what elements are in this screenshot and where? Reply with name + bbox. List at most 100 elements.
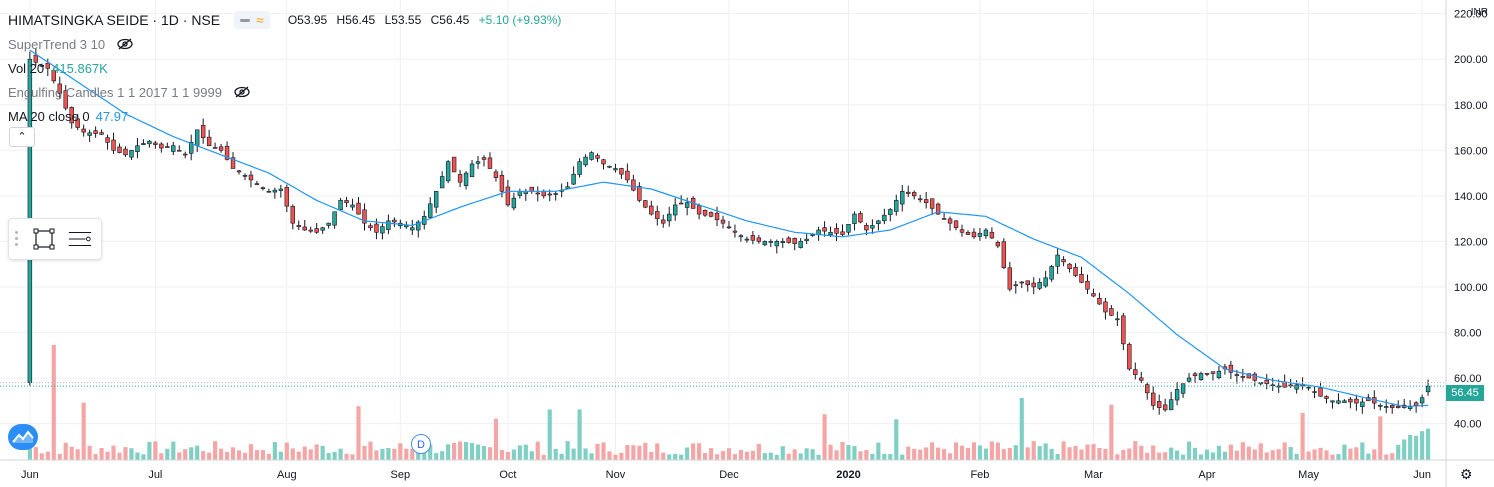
candle-body (583, 156, 588, 166)
candle-body (726, 226, 732, 229)
volume-bar (1007, 448, 1012, 460)
candle-body (547, 193, 552, 196)
candle-body (661, 219, 666, 224)
lines-menu-icon[interactable] (67, 227, 93, 251)
volume-bar (661, 452, 666, 460)
candle-body (1204, 373, 1210, 375)
candle-body (451, 156, 457, 173)
candle-body (655, 211, 660, 219)
candle-body (1013, 284, 1018, 287)
candle-body (1198, 373, 1204, 380)
volume-bar (971, 442, 977, 460)
candle-body (123, 148, 128, 156)
candle-body (864, 225, 869, 231)
settings-gear-icon[interactable]: ⚙ (1460, 466, 1473, 482)
rectangle-tool-icon[interactable] (31, 227, 57, 251)
volume-bar (959, 445, 965, 460)
candle-body (314, 228, 319, 233)
volume-bar (446, 444, 451, 460)
volume-bar (499, 449, 505, 460)
volume-bar (876, 442, 881, 460)
volume-bar (649, 451, 654, 460)
candle-body (332, 211, 337, 226)
candle-body (129, 149, 134, 158)
candle-body (493, 171, 499, 178)
eye-hidden-icon[interactable] (234, 86, 250, 98)
volume-bar (320, 445, 325, 460)
candle-body (433, 190, 439, 208)
volume-bar (1425, 428, 1431, 460)
volume-bar (894, 419, 899, 460)
volume-bar (601, 442, 606, 460)
candle-body (595, 155, 600, 159)
volume-bar (792, 449, 797, 460)
candle-body (1306, 386, 1311, 389)
engulfing-label[interactable]: Engulfing Candles 1 1 2017 1 1 9999 (8, 84, 222, 100)
y-tick-label: 120.00 (1454, 236, 1488, 248)
volume-bar (1079, 449, 1084, 460)
volume-bar (679, 454, 684, 460)
dividend-marker[interactable]: D (411, 434, 431, 454)
y-tick-label: 60.00 (1454, 373, 1482, 385)
x-tick-label: Jun (1413, 469, 1431, 481)
x-tick-label: Mar (1084, 469, 1103, 481)
volume-bar (1180, 454, 1186, 460)
volume-bar (511, 449, 516, 460)
candle-body (1127, 343, 1132, 370)
volume-bar (756, 443, 761, 460)
candle-body (589, 152, 594, 160)
supertrend-label[interactable]: SuperTrend 3 10 (8, 36, 106, 52)
supertrend-row[interactable]: SuperTrend 3 10 (8, 32, 567, 56)
volume-bar (864, 449, 869, 460)
volume-bar (1258, 443, 1263, 460)
candle-body (338, 200, 343, 211)
chart-legend: HIMATSINGKA SEIDE · 1D · NSE ≈ O53.95 H5… (8, 8, 567, 128)
volume-bar (1234, 450, 1239, 460)
status-pill[interactable]: ≈ (234, 11, 270, 29)
volume-bar (667, 454, 672, 460)
candle-body (744, 238, 750, 241)
candle-body (852, 213, 857, 224)
volume-bar (428, 444, 433, 460)
eye-hidden-icon[interactable] (117, 38, 133, 50)
volume-bar (1414, 435, 1419, 460)
candle-body (894, 200, 899, 212)
drag-handle-icon[interactable] (15, 231, 21, 247)
symbol-title[interactable]: HIMATSINGKA SEIDE · 1D · NSE (8, 12, 221, 28)
volume-bar (1330, 454, 1335, 460)
candle-body (218, 146, 224, 151)
volume-bar (1133, 441, 1138, 460)
low-value: L53.55 (384, 13, 422, 27)
candle-body (1145, 384, 1150, 394)
candle-body (888, 209, 893, 215)
volume-bar (619, 452, 624, 460)
volume-bar (75, 449, 80, 460)
x-tick-label: Sep (391, 469, 411, 481)
ma-label[interactable]: MA 20 close 0 (8, 108, 90, 124)
candle-body (1264, 379, 1269, 385)
collapse-legend-button[interactable]: ⌃ (9, 127, 35, 147)
ma-row[interactable]: MA 20 close 0 47.97 (8, 104, 567, 128)
volume-bar (314, 444, 319, 460)
close-value: C56.45 (430, 13, 470, 27)
tradingview-logo-icon[interactable] (8, 424, 38, 450)
volume-bar (828, 444, 833, 460)
volume-bar (852, 446, 857, 460)
candle-body (117, 146, 122, 153)
volume-bar (278, 451, 283, 460)
currency-label[interactable]: INR (1470, 7, 1488, 18)
candle-body (1061, 259, 1066, 263)
volume-bar (1228, 444, 1233, 460)
candle-body (499, 174, 505, 192)
engulfing-row[interactable]: Engulfing Candles 1 1 2017 1 1 9999 (8, 80, 567, 104)
candle-body (1425, 385, 1431, 393)
candle-body (1133, 369, 1138, 375)
volume-bar (1175, 450, 1180, 460)
volume-bar (1049, 448, 1054, 460)
volume-label[interactable]: Vol 20 (8, 60, 45, 76)
volume-row[interactable]: Vol 20 415.867K (8, 56, 567, 80)
volume-bar (1336, 454, 1341, 460)
candle-body (188, 142, 194, 154)
candle-body (553, 193, 558, 195)
